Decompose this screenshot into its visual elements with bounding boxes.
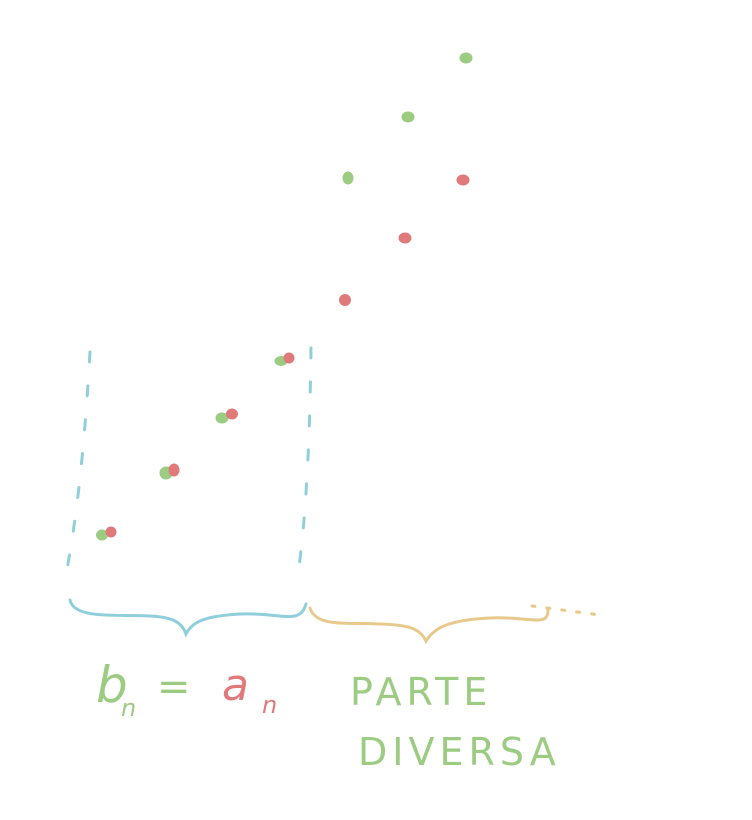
a-point — [456, 174, 470, 186]
a-point — [398, 232, 412, 244]
b-point — [401, 111, 415, 123]
a-point — [168, 463, 180, 477]
a-point — [105, 526, 117, 538]
b-point — [342, 171, 354, 185]
common-term-4 — [274, 352, 295, 366]
a-symbol: a — [222, 660, 249, 711]
left-dashed-guide — [64, 350, 92, 577]
right-dashed-guide — [296, 346, 313, 577]
common-term-3 — [215, 408, 238, 424]
a-point — [283, 352, 295, 364]
different-part-brace — [308, 606, 550, 645]
a-point — [226, 408, 238, 420]
b-point — [215, 412, 229, 424]
equals-sign: = — [157, 664, 191, 710]
common-term-2 — [159, 463, 180, 480]
a-divergent-terms — [339, 174, 470, 306]
b-subscript: n — [121, 694, 136, 722]
brace-continuation-dots — [530, 604, 602, 617]
b-point — [96, 529, 108, 541]
common-term-1 — [96, 526, 117, 541]
diversa-label: DIVERSA — [358, 730, 561, 774]
b-point — [459, 52, 473, 64]
parte-label: PARTE — [350, 670, 492, 714]
b-symbol: b — [96, 656, 128, 714]
common-terms — [96, 352, 295, 541]
a-subscript: n — [262, 691, 277, 719]
equation-label: b n = a n — [96, 656, 277, 722]
b-divergent-terms — [342, 52, 473, 185]
a-point — [339, 294, 351, 306]
equal-part-brace — [68, 598, 308, 638]
